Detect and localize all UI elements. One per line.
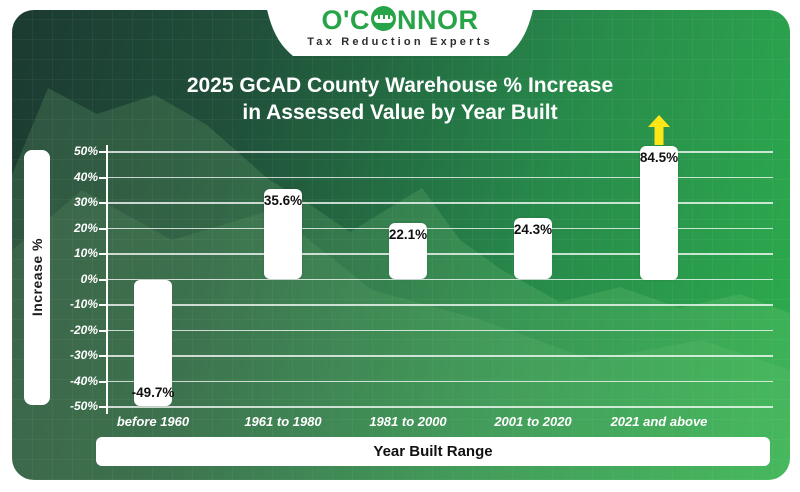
- bar-value-label: 24.3%: [513, 221, 553, 237]
- bar: [514, 217, 552, 280]
- category-label: 2021 and above: [610, 414, 708, 429]
- logo-text-part2: NNOR: [396, 5, 479, 35]
- logo-tagline: Tax Reduction Experts: [307, 36, 493, 48]
- y-tick-label: 50%: [73, 144, 98, 158]
- y-axis-line: [106, 144, 108, 414]
- y-gridline: [107, 176, 773, 179]
- overflow-arrow-icon: [648, 114, 670, 145]
- y-gridline: [107, 253, 773, 255]
- category-label: 2001 to 2020: [494, 414, 572, 429]
- y-gridline: [107, 151, 773, 153]
- y-gridline: [107, 278, 773, 281]
- y-tick-mark: [99, 278, 107, 281]
- logo-text-part1: O'C: [321, 5, 370, 35]
- y-tick-mark: [99, 202, 107, 204]
- bar: [264, 188, 302, 280]
- y-tick-label: 0%: [80, 271, 98, 286]
- category-label: 1961 to 1980: [244, 414, 322, 429]
- y-tick-label: -10%: [69, 297, 98, 311]
- category-label: 1981 to 2000: [369, 414, 447, 429]
- y-axis-label: Increase %: [29, 238, 45, 317]
- y-tick-label: -50%: [69, 399, 98, 413]
- y-tick-mark: [99, 253, 107, 255]
- y-tick-mark: [99, 406, 107, 408]
- y-tick-label: -30%: [69, 348, 98, 362]
- bar-value-label: 35.6%: [263, 192, 303, 208]
- y-gridline: [107, 355, 773, 357]
- bar-value-label: 84.5%: [639, 149, 679, 165]
- y-gridline: [107, 227, 773, 230]
- oconnor-logo: O'C NNOR Tax Reduction Experts: [260, 6, 540, 48]
- y-gridline: [107, 380, 773, 383]
- y-tick-mark: [99, 304, 107, 306]
- bar: [134, 279, 172, 407]
- y-tick-mark: [99, 151, 107, 153]
- y-gridline: [107, 329, 773, 332]
- chart-title: 2025 GCAD County Warehouse % Increase in…: [100, 72, 700, 126]
- y-tick-mark: [99, 380, 107, 383]
- y-gridline: [107, 406, 773, 408]
- x-axis-label-box: Year Built Range: [96, 437, 770, 466]
- y-axis-label-box: Increase %: [24, 150, 50, 405]
- x-axis-label: Year Built Range: [373, 443, 493, 460]
- bar-value-label: 22.1%: [388, 227, 428, 243]
- y-tick-label: 20%: [73, 220, 98, 235]
- y-tick-mark: [99, 227, 107, 230]
- chart-title-line1: 2025 GCAD County Warehouse % Increase: [186, 74, 614, 97]
- oconnor-o-icon: [370, 6, 396, 31]
- y-tick-mark: [99, 176, 107, 179]
- y-tick-label: -40%: [69, 373, 98, 388]
- y-tick-label: -20%: [69, 322, 98, 337]
- category-label: before 1960: [116, 414, 190, 429]
- bar: [640, 145, 678, 280]
- y-gridline: [107, 304, 773, 306]
- bar-value-label: -49.7%: [131, 385, 175, 401]
- y-tick-mark: [99, 329, 107, 332]
- y-tick-label: 30%: [73, 195, 98, 209]
- banner-shape: [265, 0, 535, 56]
- y-tick-label: 10%: [73, 246, 98, 260]
- logo-banner: O'C NNOR Tax Reduction Experts: [260, 0, 540, 56]
- y-gridline: [107, 202, 773, 204]
- logo-wordmark: O'C NNOR: [260, 6, 540, 34]
- y-tick-label: 40%: [73, 169, 98, 184]
- y-tick-mark: [99, 355, 107, 357]
- chart-title-line2: in Assessed Value by Year Built: [242, 101, 558, 124]
- bar: [389, 223, 427, 280]
